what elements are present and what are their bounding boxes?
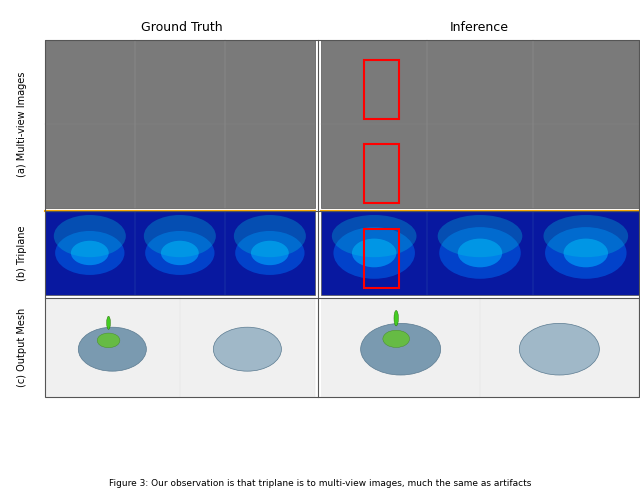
Bar [364,144,399,203]
Text: Ground Truth: Ground Truth [141,21,222,34]
Bar [45,40,315,208]
Ellipse shape [383,330,410,348]
Bar [321,40,639,208]
Ellipse shape [71,241,109,265]
Ellipse shape [332,215,417,257]
Ellipse shape [78,327,147,371]
Ellipse shape [439,227,521,279]
Ellipse shape [107,316,111,329]
Ellipse shape [234,215,306,257]
Text: (a) Multi-view Images: (a) Multi-view Images [17,71,28,177]
Ellipse shape [564,239,608,267]
Ellipse shape [543,215,628,257]
Bar [45,40,639,397]
Ellipse shape [144,215,216,257]
Ellipse shape [394,310,399,326]
Ellipse shape [251,241,289,265]
Bar [321,211,639,295]
Ellipse shape [361,323,440,375]
Ellipse shape [438,215,522,257]
Ellipse shape [545,227,627,279]
Text: (b) Triplane: (b) Triplane [17,225,28,281]
Bar [364,229,399,288]
Ellipse shape [97,333,120,348]
Ellipse shape [55,231,124,275]
Bar [45,211,315,295]
Text: Inference: Inference [449,21,509,34]
Bar [364,60,399,119]
Text: (c) Output Mesh: (c) Output Mesh [17,308,28,387]
Ellipse shape [333,227,415,279]
Ellipse shape [54,215,126,257]
Bar [321,298,639,397]
Bar [480,298,639,397]
Text: Figure 3: Our observation is that triplane is to multi-view images, much the sam: Figure 3: Our observation is that tripla… [109,479,531,488]
Ellipse shape [161,241,199,265]
Bar [321,298,480,397]
Ellipse shape [458,239,502,267]
Ellipse shape [352,239,396,267]
Bar [45,298,180,397]
Ellipse shape [520,323,599,375]
Ellipse shape [213,327,282,371]
Bar [45,298,315,397]
Ellipse shape [145,231,214,275]
Bar [180,298,315,397]
Ellipse shape [236,231,305,275]
